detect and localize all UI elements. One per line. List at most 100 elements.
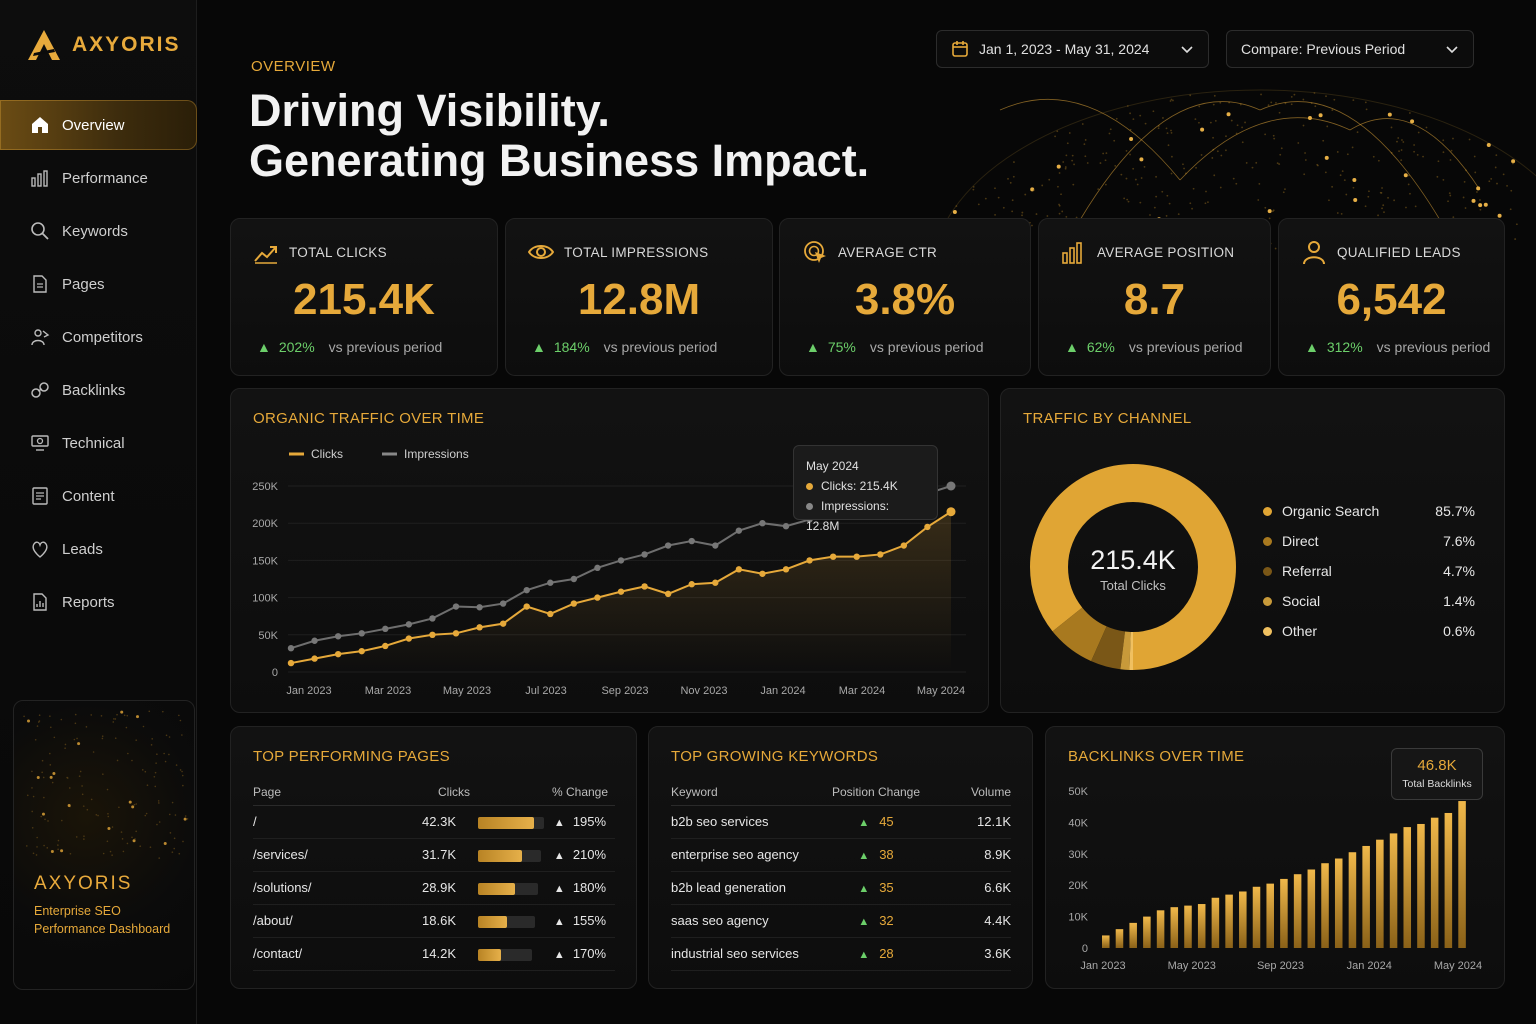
nav-item-technical[interactable]: Technical <box>0 418 197 468</box>
series-point-clicks[interactable] <box>334 650 342 658</box>
kpi-card[interactable]: TOTAL CLICKS 215.4K ▲ 202% vs previous perio… <box>230 218 498 376</box>
series-point-clicks[interactable] <box>570 600 578 607</box>
series-point-impressions[interactable] <box>476 604 483 611</box>
legend-item[interactable]: Other 0.6% <box>1263 616 1475 646</box>
legend-item[interactable]: Social 1.4% <box>1263 586 1475 616</box>
backlink-bar[interactable] <box>1197 904 1206 948</box>
series-point-impressions[interactable] <box>641 551 648 558</box>
series-point-clicks[interactable] <box>547 610 554 618</box>
kpi-card[interactable]: AVERAGE CTR 3.8% ▲ 75% vs previous period <box>779 218 1031 376</box>
table-row[interactable]: enterprise seo agency ▲ 38 8.9K <box>671 838 1011 872</box>
backlink-bar[interactable] <box>1170 907 1179 948</box>
table-row[interactable]: /42.3K ▲ 195% <box>253 805 615 839</box>
series-point-clicks[interactable] <box>358 647 365 655</box>
table-row[interactable]: /about/18.6K ▲ 155% <box>253 904 615 938</box>
backlink-bar[interactable] <box>1376 839 1384 948</box>
series-point-clicks[interactable] <box>594 594 601 601</box>
series-point-clicks[interactable] <box>617 588 625 595</box>
series-point-clicks[interactable] <box>782 566 790 573</box>
kpi-card[interactable]: QUALIFIED LEADS 6,542 ▲ 312% vs previous per… <box>1278 218 1505 376</box>
series-point-clicks[interactable] <box>382 642 389 650</box>
backlink-bar[interactable] <box>1115 929 1124 948</box>
series-point-impressions[interactable] <box>946 481 956 491</box>
backlink-bar[interactable] <box>1280 878 1288 948</box>
table-row[interactable]: /solutions/28.9K ▲ 180% <box>253 871 615 905</box>
series-point-impressions[interactable] <box>735 527 743 534</box>
kpi-card[interactable]: TOTAL IMPRESSIONS 12.8M ▲ 184% vs previous p… <box>505 218 773 376</box>
nav-item-leads[interactable]: Leads <box>0 524 197 574</box>
backlink-bar[interactable] <box>1184 905 1192 948</box>
donut-slice-other[interactable] <box>1030 464 1236 670</box>
series-point-clicks[interactable] <box>641 583 648 590</box>
traffic-chart[interactable]: Clicks Impressions 0 50K 100K 150K 200K 250K Jan… <box>231 389 990 714</box>
series-point-clicks[interactable] <box>924 523 931 531</box>
nav-item-pages[interactable]: Pages <box>0 259 197 309</box>
series-point-impressions[interactable] <box>429 615 436 622</box>
series-point-impressions[interactable] <box>405 621 413 628</box>
nav-item-overview[interactable]: Overview <box>0 100 197 150</box>
backlink-bar[interactable] <box>1129 922 1137 948</box>
series-point-impressions[interactable] <box>570 575 578 583</box>
series-point-clicks[interactable] <box>287 659 295 667</box>
legend-item[interactable]: Referral 4.7% <box>1263 556 1475 586</box>
date-range-picker[interactable]: Jan 1, 2023 - May 31, 2024 <box>936 30 1209 68</box>
backlink-bar[interactable] <box>1321 863 1329 948</box>
series-point-impressions[interactable] <box>334 633 342 640</box>
backlink-bar[interactable] <box>1293 874 1302 948</box>
series-point-clicks[interactable] <box>405 635 413 642</box>
series-point-clicks[interactable] <box>429 631 436 638</box>
backlink-bar[interactable] <box>1389 833 1398 948</box>
series-point-impressions[interactable] <box>382 625 389 633</box>
series-point-clicks[interactable] <box>829 553 837 560</box>
series-point-clicks[interactable] <box>476 624 483 631</box>
series-point-clicks[interactable] <box>688 581 695 588</box>
series-point-clicks[interactable] <box>712 579 719 586</box>
nav-item-reports[interactable]: Reports <box>0 577 197 627</box>
brand-logo[interactable]: AXYORIS <box>26 28 181 62</box>
series-point-clicks[interactable] <box>452 630 460 637</box>
nav-item-competitors[interactable]: Competitors <box>0 312 197 362</box>
series-point-clicks[interactable] <box>853 553 860 560</box>
backlink-bar[interactable] <box>1211 897 1220 948</box>
nav-item-backlinks[interactable]: Backlinks <box>0 365 197 415</box>
backlink-bar[interactable] <box>1143 916 1151 948</box>
backlink-bar[interactable] <box>1362 845 1370 948</box>
backlink-bar[interactable] <box>1102 935 1110 948</box>
backlink-bar[interactable] <box>1252 886 1261 948</box>
backlink-bar[interactable] <box>1458 801 1466 948</box>
series-point-clicks[interactable] <box>499 620 507 627</box>
table-row[interactable]: b2b lead generation ▲ 35 6.6K <box>671 871 1011 905</box>
legend-item[interactable]: Organic Search 85.7% <box>1263 496 1475 526</box>
series-point-impressions[interactable] <box>664 542 672 549</box>
backlink-bar[interactable] <box>1156 910 1165 948</box>
nav-item-content[interactable]: Content <box>0 471 197 521</box>
series-point-clicks[interactable] <box>877 551 884 558</box>
table-row[interactable]: /contact/14.2K ▲ 170% <box>253 937 615 971</box>
backlink-bar[interactable] <box>1307 869 1316 949</box>
compare-period-select[interactable]: Compare: Previous Period <box>1226 30 1474 68</box>
series-point-impressions[interactable] <box>523 586 530 594</box>
backlink-bar[interactable] <box>1403 827 1412 948</box>
backlink-bar[interactable] <box>1334 858 1343 948</box>
series-point-clicks[interactable] <box>900 542 908 549</box>
series-point-clicks[interactable] <box>664 590 672 598</box>
nav-item-performance[interactable]: Performance <box>0 153 197 203</box>
series-point-impressions[interactable] <box>311 637 318 644</box>
table-row[interactable]: industrial seo services ▲ 28 3.6K <box>671 937 1011 971</box>
backlink-bar[interactable] <box>1417 823 1425 948</box>
series-point-clicks[interactable] <box>523 603 530 610</box>
backlink-bar[interactable] <box>1430 817 1439 948</box>
series-point-impressions[interactable] <box>547 579 554 586</box>
series-point-impressions[interactable] <box>452 603 460 610</box>
backlinks-chart[interactable]: 0 10K 20K 30K 40K 50K Jan 2023 May 2023 Sep 2023… <box>1046 727 1506 990</box>
backlink-bar[interactable] <box>1266 883 1274 948</box>
channel-donut-chart[interactable] <box>1018 452 1248 682</box>
series-point-impressions[interactable] <box>782 522 790 530</box>
legend-item[interactable]: Direct 7.6% <box>1263 526 1475 556</box>
backlink-bar[interactable] <box>1444 812 1453 948</box>
series-point-impressions[interactable] <box>712 542 719 549</box>
nav-item-keywords[interactable]: Keywords <box>0 206 197 256</box>
series-point-clicks[interactable] <box>759 570 766 577</box>
series-point-clicks[interactable] <box>735 566 743 573</box>
table-row[interactable]: b2b seo services ▲ 45 12.1K <box>671 805 1011 839</box>
